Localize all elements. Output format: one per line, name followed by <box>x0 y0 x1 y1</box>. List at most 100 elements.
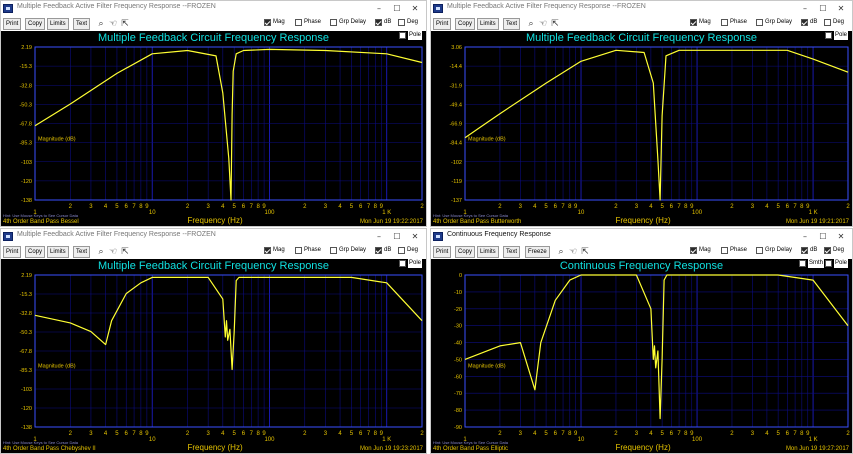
close-button[interactable]: ✕ <box>408 230 422 243</box>
freeze-button[interactable]: Freeze <box>525 246 550 258</box>
copy-button[interactable]: Copy <box>455 18 475 30</box>
db-checkbox[interactable] <box>801 247 808 254</box>
maximize-button[interactable]: ☐ <box>390 230 404 243</box>
phase-checkbox[interactable] <box>721 19 728 26</box>
frequency-chart: 0-10-20-30-40-50-60-70-80-9012 3 4 5 6 7 8 9102… <box>431 259 852 453</box>
print-button[interactable]: Print <box>433 246 451 258</box>
maximize-button[interactable]: ☐ <box>816 230 830 243</box>
x-minor-label: 3 <box>635 431 639 437</box>
deg-checkbox[interactable] <box>824 19 831 26</box>
text-button[interactable]: Text <box>503 246 520 258</box>
checkbox-label: Mag <box>273 18 285 27</box>
title-bar[interactable]: Multiple Feedback Active Filter Frequenc… <box>1 229 426 245</box>
zoom-icon[interactable]: ⌕ <box>95 245 107 257</box>
close-button[interactable]: ✕ <box>834 2 848 15</box>
close-button[interactable]: ✕ <box>834 230 848 243</box>
grp-delay-checkbox[interactable] <box>330 247 337 254</box>
plot-area[interactable]: 2.19 -15.3 -32.8 -50.3 -67.8 -85.3 -103 -120 -13… <box>1 31 426 226</box>
chart-window[interactable]: Multiple Feedback Active Filter Frequenc… <box>0 228 427 454</box>
x-minor-label: 3 <box>519 431 523 437</box>
deg-checkbox[interactable] <box>398 247 405 254</box>
text-button[interactable]: Text <box>73 246 90 258</box>
phase-checkbox[interactable] <box>721 247 728 254</box>
pole-checkbox[interactable] <box>825 260 832 267</box>
x-minor-label: 6 <box>359 431 363 437</box>
phase-checkbox[interactable] <box>295 19 302 26</box>
pole-checkbox[interactable] <box>825 32 832 39</box>
print-button[interactable]: Print <box>433 18 451 30</box>
checkbox-label: Pole <box>408 259 422 268</box>
pan-hand-icon[interactable]: ☜ <box>537 17 549 29</box>
cursor-icon[interactable]: ⇱ <box>119 17 131 29</box>
deg-checkbox[interactable] <box>398 19 405 26</box>
x-decade-label: 100 <box>264 210 275 216</box>
title-bar[interactable]: Continuous Frequency Response – ☐ ✕ <box>431 229 852 245</box>
db-checkbox[interactable] <box>375 19 382 26</box>
pan-hand-icon[interactable]: ☜ <box>107 245 119 257</box>
plot-title: Multiple Feedback Circuit Frequency Resp… <box>1 260 426 272</box>
cursor-icon[interactable]: ⇱ <box>579 245 591 257</box>
plot-area[interactable]: 3.06 -14.4 -31.9 -49.4 -66.9 -84.4 -102 -119 -13… <box>431 31 852 226</box>
mag-checkbox[interactable] <box>264 247 271 254</box>
frequency-chart: 2.19-15.3-32.8-50.3-67.8-85.3-103-120-13… <box>1 31 426 226</box>
minimize-button[interactable]: – <box>798 2 812 15</box>
chart-window[interactable]: Multiple Feedback Active Filter Frequenc… <box>0 0 427 227</box>
pole-checkbox[interactable] <box>399 260 406 267</box>
phase-checkbox[interactable] <box>295 247 302 254</box>
smth-checkbox[interactable] <box>799 260 806 267</box>
x-minor-label: 7 <box>793 204 797 210</box>
plot-area[interactable]: 2.19 -15.3 -32.8 -50.3 -67.8 -85.3 -103 -120 -13… <box>1 259 426 453</box>
text-button[interactable]: Text <box>503 18 520 30</box>
chart-window[interactable]: Continuous Frequency Response – ☐ ✕ Print Cop… <box>430 228 853 454</box>
text-button[interactable]: Text <box>73 18 90 30</box>
pan-hand-icon[interactable]: ☜ <box>107 17 119 29</box>
checkbox-label: Mag <box>699 18 711 27</box>
cursor-icon[interactable]: ⇱ <box>549 17 561 29</box>
mag-checkbox[interactable] <box>690 247 697 254</box>
chart-window[interactable]: Multiple Feedback Active Filter Frequenc… <box>430 0 853 227</box>
minimize-button[interactable]: – <box>372 230 386 243</box>
limits-button[interactable]: Limits <box>47 246 69 258</box>
y-tick-label: -30 <box>454 324 462 330</box>
db-checkbox[interactable] <box>801 19 808 26</box>
footer-filter-type: 4th Order Band Pass Bessel <box>3 219 79 225</box>
copy-button[interactable]: Copy <box>455 246 475 258</box>
grp-delay-checkbox[interactable] <box>756 19 763 26</box>
mag-checkbox[interactable] <box>264 19 271 26</box>
zoom-icon[interactable]: ⌕ <box>95 17 107 29</box>
magnitude-trace <box>465 50 848 200</box>
checkbox-label: Smth <box>808 259 824 268</box>
minimize-button[interactable]: – <box>798 230 812 243</box>
limits-button[interactable]: Limits <box>47 18 69 30</box>
limits-button[interactable]: Limits <box>477 246 499 258</box>
y-tick-label: -70 <box>454 391 462 397</box>
pole-checkbox[interactable] <box>399 32 406 39</box>
plot-area[interactable]: 0 -10 -20 -30 -40 -50 -60 -70 -80 -90 1 2 3 4 5 6 7 8 9 10 2… <box>431 259 852 453</box>
print-button[interactable]: Print <box>3 18 21 30</box>
copy-button[interactable]: Copy <box>25 18 45 30</box>
grp-delay-checkbox[interactable] <box>330 19 337 26</box>
mag-checkbox[interactable] <box>690 19 697 26</box>
limits-button[interactable]: Limits <box>477 18 499 30</box>
zoom-icon[interactable]: ⌕ <box>555 245 567 257</box>
deg-checkbox[interactable] <box>824 247 831 254</box>
x-minor-label: 3 <box>519 204 523 210</box>
title-bar[interactable]: Multiple Feedback Active Filter Frequenc… <box>1 1 426 17</box>
db-checkbox[interactable] <box>375 247 382 254</box>
y-tick-label: -66.9 <box>449 122 462 128</box>
maximize-button[interactable]: ☐ <box>816 2 830 15</box>
cursor-icon[interactable]: ⇱ <box>119 245 131 257</box>
checkbox-label: Deg <box>407 18 418 27</box>
print-button[interactable]: Print <box>3 246 21 258</box>
grp-delay-checkbox[interactable] <box>756 247 763 254</box>
zoom-icon[interactable]: ⌕ <box>525 17 537 29</box>
pan-hand-icon[interactable]: ☜ <box>567 245 579 257</box>
close-button[interactable]: ✕ <box>408 2 422 15</box>
y-tick-label: -50.3 <box>19 102 32 108</box>
x-minor-label: 2 <box>614 204 618 210</box>
minimize-button[interactable]: – <box>372 2 386 15</box>
maximize-button[interactable]: ☐ <box>390 2 404 15</box>
x-minor-label: 6 <box>554 431 558 437</box>
title-bar[interactable]: Multiple Feedback Active Filter Frequenc… <box>431 1 852 17</box>
copy-button[interactable]: Copy <box>25 246 45 258</box>
